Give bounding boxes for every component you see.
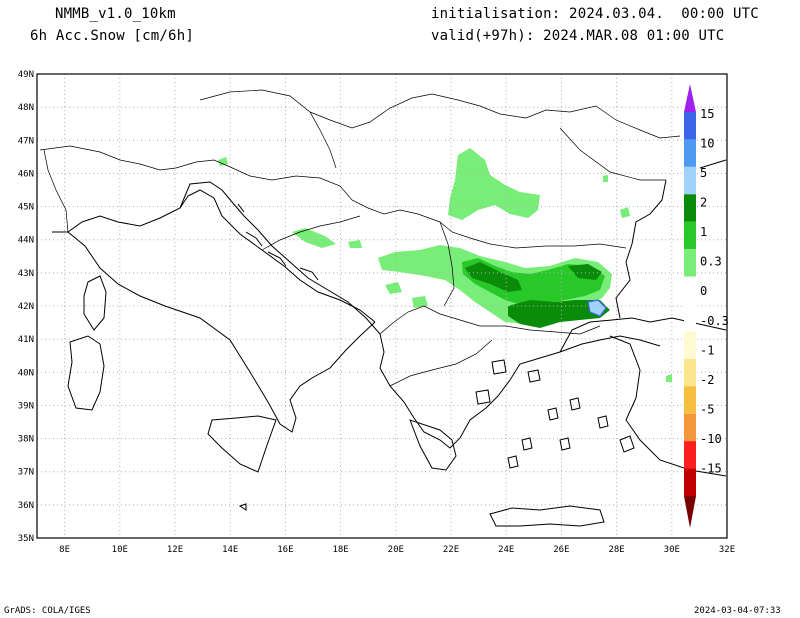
footer-timestamp: 2024-03-04-07:33 — [694, 606, 781, 616]
colorbar-box — [684, 166, 696, 195]
lon-label: 30E — [664, 545, 680, 555]
colorbar-labels: 15 10 5 2 1 0.3 0 -0.3 -1 -2 -5 -10 -15 — [700, 107, 729, 475]
lat-label: 42N — [18, 302, 34, 312]
lon-label: 32E — [719, 545, 735, 555]
lat-label: 35N — [18, 534, 34, 544]
lon-label: 20E — [388, 545, 404, 555]
lon-label: 14E — [222, 545, 238, 555]
lon-label: 26E — [553, 545, 569, 555]
colorbar-box — [684, 112, 696, 140]
lon-label: 10E — [112, 545, 128, 555]
lon-label: 28E — [608, 545, 624, 555]
colorbar-label: -2 — [700, 373, 714, 387]
map-frame — [36, 73, 728, 539]
lat-label: 46N — [18, 169, 34, 179]
lon-label: 8E — [59, 545, 70, 555]
colorbar-box — [684, 139, 696, 167]
colorbar-box — [684, 194, 696, 222]
colorbar-box — [684, 386, 696, 414]
colorbar-label: 10 — [700, 137, 714, 151]
map-gridlines — [37, 74, 727, 538]
field-name: 6h Acc.Snow [cm/6h] — [30, 28, 194, 44]
colorbar-box — [684, 413, 696, 442]
coastlines — [52, 159, 727, 527]
colorbar-label: -15 — [700, 461, 722, 475]
colorbar-label: 2 — [700, 196, 707, 210]
map-figure: 8E 10E 12E 14E 16E 18E 20E 22E 24E 26E 28E 30E 32E 3… — [18, 70, 735, 555]
lon-label: 16E — [277, 545, 293, 555]
colorbar-label: 0 — [700, 284, 707, 298]
colorbar: 15 10 5 2 1 0.3 0 -0.3 -1 -2 -5 -10 -15 — [684, 84, 729, 528]
lon-label: 12E — [167, 545, 183, 555]
lon-label: 24E — [498, 545, 514, 555]
colorbar-label: -0.3 — [700, 314, 729, 328]
snow-fields — [218, 148, 672, 382]
colorbar-box — [684, 249, 696, 277]
longitude-labels: 8E 10E 12E 14E 16E 18E 20E 22E 24E 26E 28E 30E 32E — [59, 545, 735, 555]
footer-credit: GrADS: COLA/IGES — [4, 606, 91, 616]
valid-time: valid(+97h): 2024.MAR.08 01:00 UTC — [431, 28, 725, 44]
colorbar-box — [684, 221, 696, 250]
lat-label: 37N — [18, 468, 34, 478]
colorbar-box — [684, 358, 696, 387]
lon-label: 22E — [443, 545, 459, 555]
lat-label: 44N — [18, 236, 34, 246]
colorbar-label: -1 — [700, 343, 714, 357]
colorbar-box — [684, 468, 696, 496]
colorbar-label: -5 — [700, 402, 714, 416]
lat-label: 45N — [18, 203, 34, 213]
colorbar-box — [684, 276, 696, 304]
lat-label: 41N — [18, 335, 34, 345]
colorbar-box — [684, 331, 696, 359]
latitude-labels: 35N 36N 37N 38N 39N 40N 41N 42N 43N 44N 45N 46N 47N 4… — [18, 70, 34, 544]
init-time: initialisation: 2024.03.04. 00:00 UTC — [431, 6, 759, 22]
lat-label: 39N — [18, 401, 34, 411]
lat-label: 40N — [18, 368, 34, 378]
lat-label: 48N — [18, 103, 34, 113]
colorbar-bottom-arrow — [684, 496, 696, 528]
country-borders — [39, 89, 681, 387]
colorbar-label: 5 — [700, 166, 707, 180]
lat-label: 43N — [18, 269, 34, 279]
colorbar-label: 15 — [700, 107, 714, 121]
colorbar-top-arrow — [684, 84, 696, 112]
lat-label: 49N — [18, 70, 34, 80]
colorbar-label: -10 — [700, 432, 722, 446]
lat-label: 47N — [18, 136, 34, 146]
colorbar-box — [684, 441, 696, 469]
colorbar-box — [684, 304, 696, 332]
lon-label: 18E — [332, 545, 348, 555]
colorbar-label: 1 — [700, 225, 707, 239]
lat-label: 36N — [18, 501, 34, 511]
model-name: NMMB_v1.0_10km — [55, 6, 176, 22]
colorbar-label: 0.3 — [700, 255, 722, 269]
lat-label: 38N — [18, 435, 34, 445]
